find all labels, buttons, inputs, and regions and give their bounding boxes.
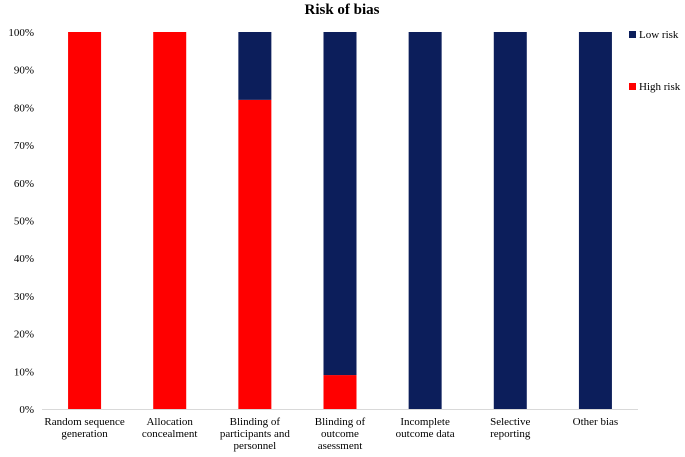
bar-low-risk xyxy=(578,32,612,409)
category-label: Selective reporting xyxy=(490,416,531,440)
category-label: Other bias xyxy=(573,416,619,428)
category-label: Incomplete outcome data xyxy=(396,416,455,440)
bar-low-risk xyxy=(408,32,442,409)
category-label: Blinding of participants and personnel xyxy=(220,416,290,452)
y-tick-label: 100% xyxy=(8,27,34,39)
y-tick-label: 90% xyxy=(14,65,34,77)
y-tick-label: 50% xyxy=(14,216,34,228)
y-tick-label: 30% xyxy=(14,291,34,303)
legend-label: Low risk xyxy=(639,29,679,41)
y-tick-label: 10% xyxy=(14,366,34,378)
bar-high-risk xyxy=(323,375,357,409)
bar-low-risk xyxy=(238,32,272,100)
bar-high-risk xyxy=(153,32,187,409)
legend-swatch xyxy=(629,31,636,38)
bar-high-risk xyxy=(238,99,272,410)
bar-low-risk xyxy=(493,32,527,409)
y-tick-label: 40% xyxy=(14,253,34,265)
category-labels: Random sequence generation Allocation conce… xyxy=(44,416,618,452)
bar-high-risk xyxy=(68,32,102,409)
y-tick-label: 80% xyxy=(14,102,34,114)
axes: 0% 10% 20% 30% 40% 50% 60% 70% 80% 90% 100% xyxy=(8,27,638,416)
chart-title: Risk of bias xyxy=(304,2,379,18)
y-tick-label: 20% xyxy=(14,329,34,341)
legend: Low risk High risk xyxy=(629,29,681,93)
y-tick-label: 60% xyxy=(14,178,34,190)
y-tick-label: 0% xyxy=(19,404,34,416)
category-label: Allocation concealment xyxy=(142,416,198,440)
category-label: Random sequence generation xyxy=(44,416,124,440)
category-label: Blinding of outcome asessment xyxy=(315,416,366,452)
bar-low-risk xyxy=(323,32,357,376)
legend-label: High risk xyxy=(639,81,681,93)
bars xyxy=(68,32,612,410)
legend-swatch xyxy=(629,83,636,90)
y-tick-label: 70% xyxy=(14,140,34,152)
